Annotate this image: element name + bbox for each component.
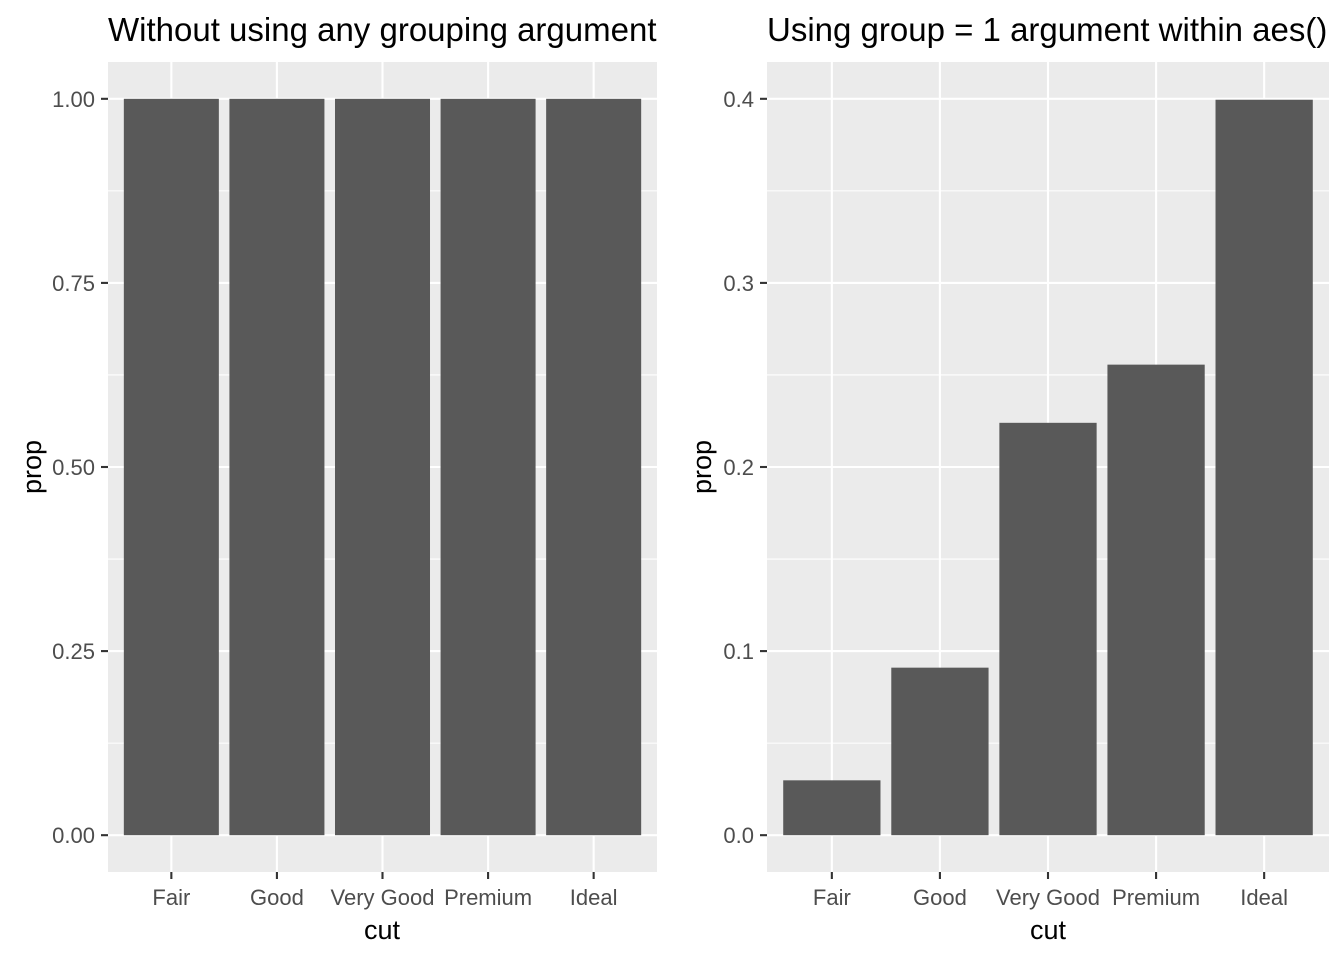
x-tick-label: Ideal [570, 885, 618, 910]
y-tick-label: 0.50 [52, 455, 95, 480]
bar-premium [440, 98, 536, 836]
x-tick-label: Very Good [996, 885, 1100, 910]
y-tick-label: 0.1 [723, 639, 754, 664]
y-tick-label: 1.00 [52, 87, 95, 112]
x-tick-label: Very Good [331, 885, 435, 910]
chart-left-y-axis: 0.00 0.25 0.50 0.75 1.00 [52, 87, 108, 848]
chart-right-y-axis: 0.0 0.1 0.2 0.3 0.4 [723, 87, 767, 848]
chart-right: Using group = 1 argument within aes() 0.… [687, 11, 1329, 945]
bar-good [229, 98, 325, 836]
bar-very-good [999, 422, 1097, 836]
x-tick-label: Premium [444, 885, 532, 910]
x-tick-label: Good [250, 885, 304, 910]
x-tick-label: Ideal [1240, 885, 1288, 910]
bar-premium [1107, 364, 1205, 836]
chart-right-title: Using group = 1 argument within aes() [767, 11, 1327, 48]
y-tick-label: 0.0 [723, 823, 754, 848]
chart-right-x-axis-title: cut [1030, 915, 1067, 945]
bar-very-good [334, 98, 431, 836]
y-tick-label: 0.4 [723, 87, 754, 112]
y-tick-label: 0.25 [52, 639, 95, 664]
bar-good [891, 667, 989, 836]
chart-left-y-axis-title: prop [17, 440, 47, 494]
chart-left: Without using any grouping argument 0.00… [17, 11, 657, 945]
chart-left-bars [123, 98, 642, 836]
y-tick-label: 0.3 [723, 271, 754, 296]
bar-fair [123, 98, 219, 836]
chart-left-x-axis-title: cut [364, 915, 401, 945]
bar-fair [783, 780, 881, 836]
bar-ideal [1215, 99, 1313, 836]
chart-left-title: Without using any grouping argument [108, 11, 657, 48]
chart-right-y-axis-title: prop [687, 440, 717, 494]
x-tick-label: Fair [152, 885, 190, 910]
y-tick-label: 0.75 [52, 271, 95, 296]
chart-right-x-axis: Fair Good Very Good Premium Ideal [813, 872, 1288, 910]
y-tick-label: 0.00 [52, 823, 95, 848]
chart-right-bars [783, 99, 1313, 836]
bar-ideal [546, 98, 642, 836]
x-tick-label: Good [913, 885, 967, 910]
chart-left-x-axis: Fair Good Very Good Premium Ideal [152, 872, 618, 910]
y-tick-label: 0.2 [723, 455, 754, 480]
x-tick-label: Premium [1112, 885, 1200, 910]
x-tick-label: Fair [813, 885, 851, 910]
